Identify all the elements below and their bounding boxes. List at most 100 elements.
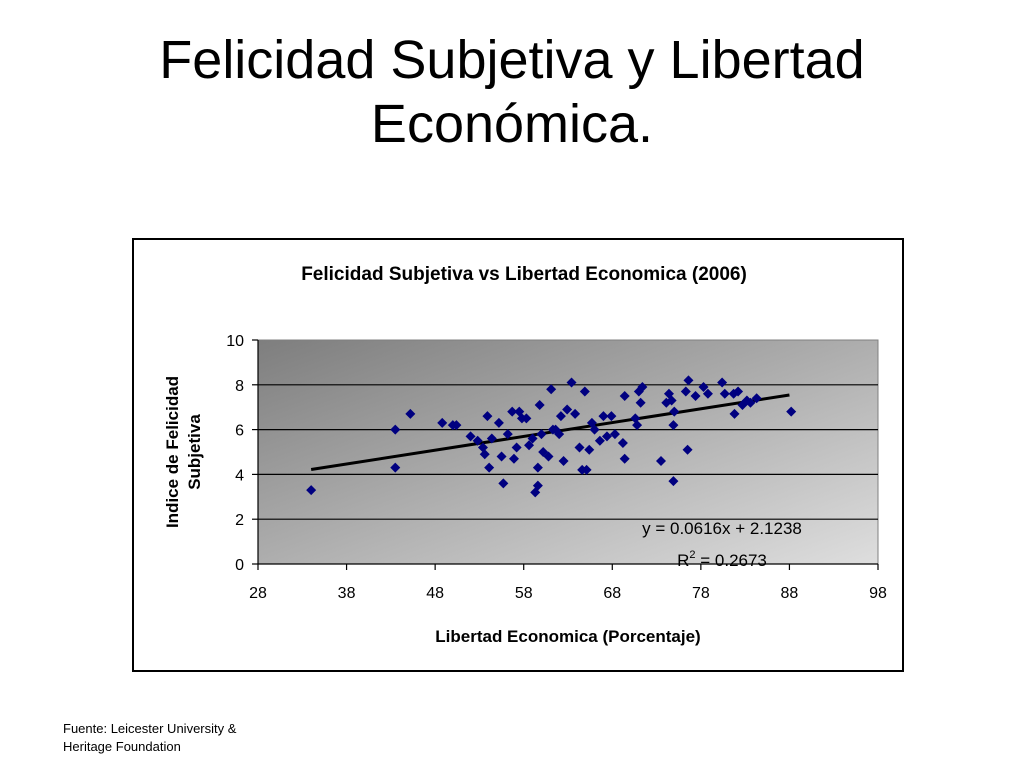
x-tick-label-28: 28 bbox=[249, 585, 267, 602]
data-point-70 bbox=[683, 375, 694, 386]
data-point-2 bbox=[390, 462, 401, 473]
plot-area bbox=[257, 339, 879, 565]
data-point-62 bbox=[656, 455, 666, 466]
data-point-32 bbox=[543, 451, 554, 462]
source-note: Fuente: Leicester University & Heritage … bbox=[63, 720, 323, 756]
data-point-16 bbox=[498, 478, 509, 489]
chart-frame: Felicidad Subjetiva vs Libertad Economic… bbox=[132, 238, 904, 672]
y-tick-label-6: 6 bbox=[235, 423, 244, 440]
y-axis-label-line-2: Subjetiva bbox=[185, 414, 204, 490]
x-tick-label-88: 88 bbox=[781, 585, 799, 602]
data-point-79 bbox=[733, 386, 744, 397]
data-point-41 bbox=[570, 408, 581, 419]
data-point-42 bbox=[574, 442, 585, 453]
data-point-12 bbox=[484, 462, 495, 473]
data-point-15 bbox=[496, 451, 507, 462]
data-point-57 bbox=[630, 413, 641, 424]
data-point-40 bbox=[566, 377, 577, 388]
data-point-69 bbox=[680, 386, 691, 397]
y-tick-label-8: 8 bbox=[235, 378, 244, 395]
data-point-36 bbox=[554, 429, 565, 440]
data-point-8 bbox=[472, 435, 483, 446]
data-point-51 bbox=[601, 431, 612, 442]
r-squared-label: R2 = 0.2673 bbox=[677, 549, 767, 570]
r-squared-prefix: R bbox=[677, 551, 689, 570]
data-point-7 bbox=[465, 431, 476, 442]
source-line-1: Fuente: Leicester University & bbox=[63, 721, 237, 736]
x-tick-label-58: 58 bbox=[515, 585, 533, 602]
data-point-65 bbox=[666, 395, 677, 406]
x-tick-label-68: 68 bbox=[603, 585, 621, 602]
data-point-1 bbox=[390, 424, 401, 435]
data-point-84 bbox=[786, 406, 797, 417]
data-point-19 bbox=[508, 453, 519, 464]
data-point-48 bbox=[589, 424, 600, 435]
page-title-line-2: Económica. bbox=[370, 94, 654, 154]
data-point-76 bbox=[719, 388, 730, 399]
data-point-56 bbox=[619, 453, 630, 464]
x-tick-label-38: 38 bbox=[338, 585, 356, 602]
data-point-50 bbox=[598, 411, 609, 422]
data-point-6 bbox=[451, 420, 462, 431]
data-point-4 bbox=[437, 417, 448, 428]
data-point-30 bbox=[536, 429, 547, 440]
data-point-17 bbox=[502, 429, 513, 440]
data-point-82 bbox=[745, 397, 756, 408]
data-point-9 bbox=[477, 442, 488, 453]
data-point-18 bbox=[507, 406, 518, 417]
source-line-2: Heritage Foundation bbox=[63, 739, 181, 754]
data-point-29 bbox=[534, 399, 545, 410]
trendline bbox=[310, 393, 790, 471]
r-squared-superscript: 2 bbox=[689, 549, 695, 561]
data-point-3 bbox=[405, 408, 416, 419]
y-axis-label-line-1: Indice de Felicidad bbox=[163, 376, 182, 528]
r-squared-value: = 0.2673 bbox=[696, 551, 767, 570]
data-point-46 bbox=[584, 444, 595, 455]
data-point-49 bbox=[594, 435, 605, 446]
chart-title: Felicidad Subjetiva vs Libertad Economic… bbox=[301, 264, 747, 285]
data-point-60 bbox=[635, 397, 646, 408]
x-tick-label-78: 78 bbox=[692, 585, 710, 602]
data-point-27 bbox=[532, 480, 543, 491]
data-point-10 bbox=[479, 449, 490, 460]
data-point-59 bbox=[633, 386, 644, 397]
data-point-54 bbox=[617, 438, 628, 449]
data-point-38 bbox=[558, 455, 569, 466]
data-point-73 bbox=[698, 382, 709, 393]
y-tick-label-0: 0 bbox=[235, 557, 244, 574]
data-point-39 bbox=[562, 404, 573, 415]
trendline-equation: y = 0.0616x + 2.1238 bbox=[642, 519, 802, 538]
y-tick-label-10: 10 bbox=[226, 333, 244, 350]
data-point-24 bbox=[524, 440, 535, 451]
data-point-67 bbox=[668, 476, 679, 487]
data-point-83 bbox=[751, 393, 762, 404]
data-point-13 bbox=[486, 433, 497, 444]
y-tick-label-2: 2 bbox=[235, 512, 244, 529]
data-point-74 bbox=[702, 388, 713, 399]
data-point-25 bbox=[527, 433, 538, 444]
data-point-37 bbox=[555, 411, 566, 422]
data-point-0 bbox=[306, 485, 317, 496]
data-point-55 bbox=[619, 391, 630, 401]
data-point-66 bbox=[668, 420, 679, 431]
data-point-61 bbox=[637, 382, 648, 393]
data-point-44 bbox=[579, 386, 590, 397]
data-point-33 bbox=[546, 384, 557, 395]
data-point-58 bbox=[632, 420, 643, 431]
data-point-14 bbox=[493, 417, 504, 428]
data-point-45 bbox=[581, 464, 592, 475]
data-point-68 bbox=[669, 406, 680, 417]
data-point-23 bbox=[521, 413, 532, 424]
x-tick-label-48: 48 bbox=[426, 585, 444, 602]
data-point-28 bbox=[532, 462, 543, 473]
data-point-75 bbox=[717, 377, 728, 388]
data-point-47 bbox=[586, 417, 597, 428]
data-point-11 bbox=[482, 411, 493, 422]
page-title-line-1: Felicidad Subjetiva y Libertad bbox=[159, 30, 865, 90]
data-point-72 bbox=[690, 391, 701, 401]
data-point-53 bbox=[609, 429, 620, 440]
y-tick-label-4: 4 bbox=[235, 467, 244, 484]
x-tick-label-98: 98 bbox=[869, 585, 887, 602]
data-point-78 bbox=[729, 408, 740, 419]
data-point-71 bbox=[682, 444, 693, 455]
